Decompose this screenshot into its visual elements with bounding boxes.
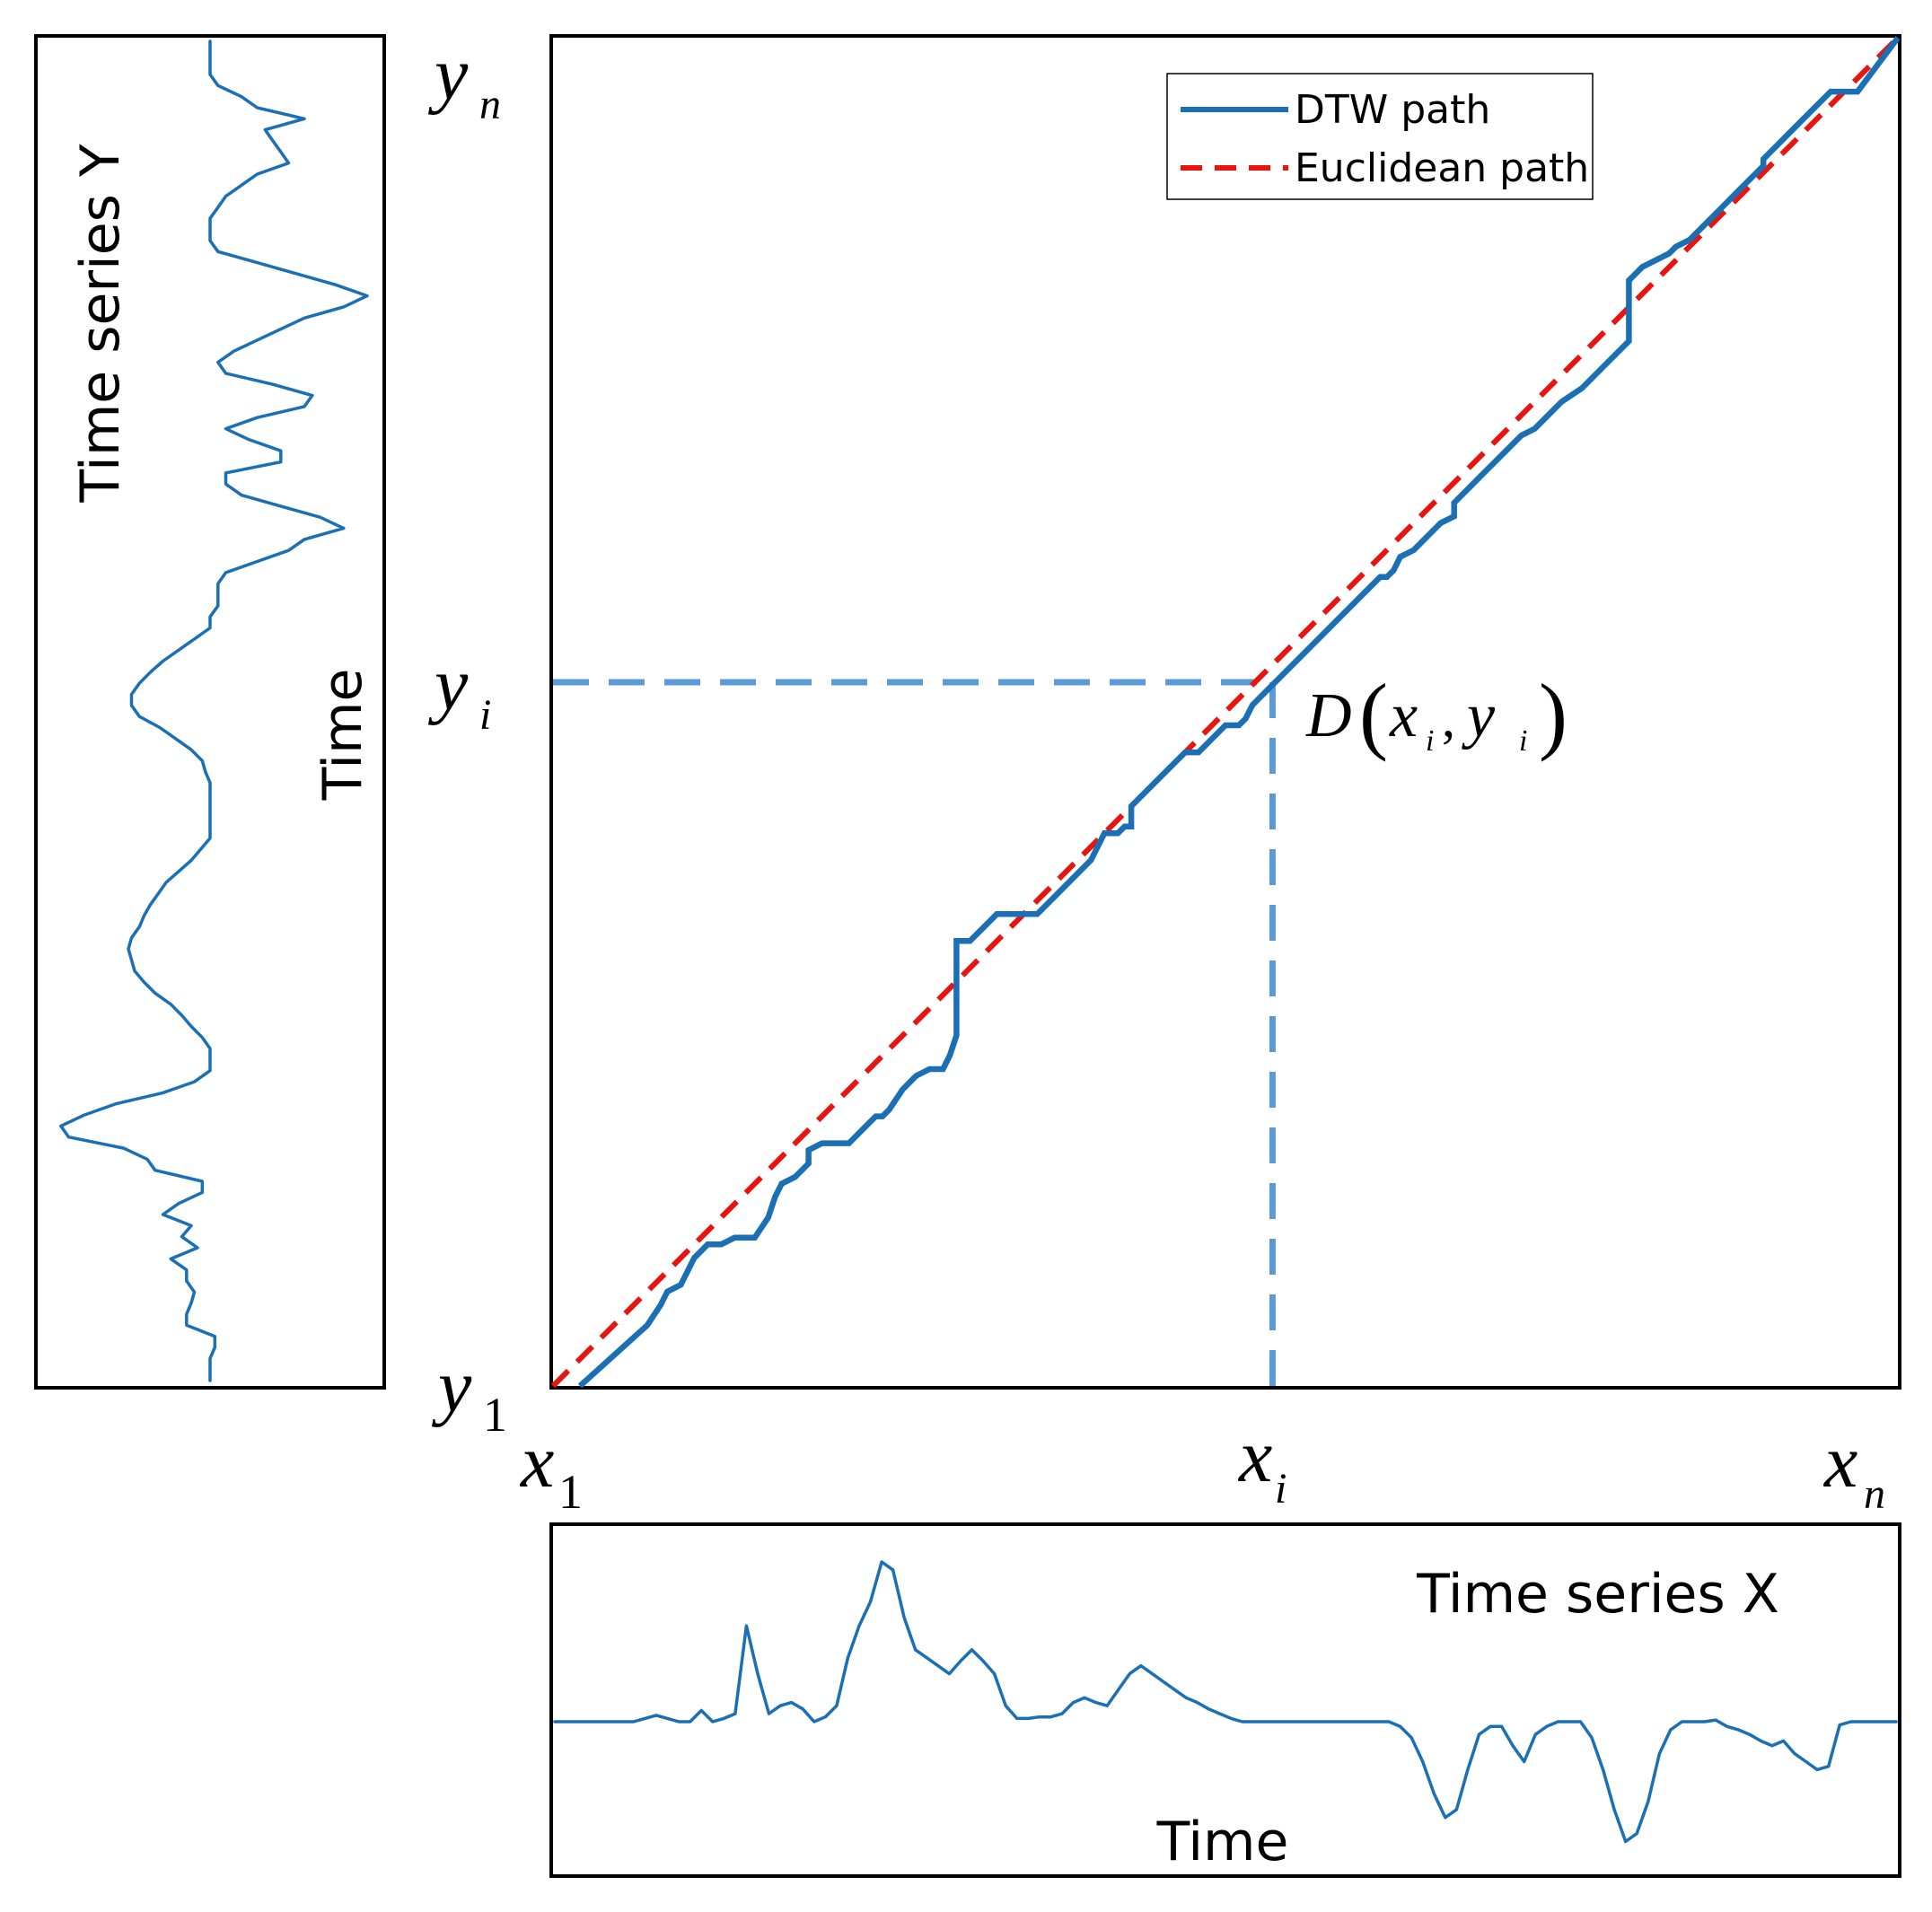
y-start-symbol: y xyxy=(431,1345,472,1428)
legend: DTW path Euclidean path xyxy=(1166,73,1594,200)
y-end-subscript: n xyxy=(479,81,501,128)
euclidean-path-line xyxy=(550,35,1901,1389)
x-end-symbol: x xyxy=(1822,1420,1857,1504)
cell-label-x-sub: i xyxy=(1426,724,1434,758)
cell-label-x: x xyxy=(1389,681,1418,750)
cell-label-y: y xyxy=(1462,681,1496,750)
y-mid-subscript: i xyxy=(479,691,491,739)
series-x-frame xyxy=(549,1522,1901,1878)
series-y-title: Time series Y xyxy=(69,144,132,504)
series-x-axis-label: Time xyxy=(1156,1811,1289,1873)
x-mid-subscript: i xyxy=(1275,1465,1287,1513)
x-end-subscript: n xyxy=(1864,1470,1885,1518)
legend-box xyxy=(1166,73,1594,200)
cell-label-open-paren: ( xyxy=(1359,666,1388,762)
cell-label-d: D xyxy=(1305,681,1352,750)
y-start-subscript: 1 xyxy=(483,1388,507,1442)
matrix-panel: DTW path Euclidean path D ( x i , y i ) … xyxy=(427,32,1901,1519)
series-y-line xyxy=(59,39,369,1382)
y-end-symbol: y xyxy=(427,32,469,116)
series-x-title: Time series X xyxy=(1416,1563,1779,1626)
x-mid-symbol: x xyxy=(1237,1415,1272,1498)
y-axis-symbols: y n y i y 1 xyxy=(427,32,507,1442)
cell-label-y-sub: i xyxy=(1519,724,1527,758)
cell-label: D ( x i , y i ) xyxy=(1305,666,1568,762)
x-axis-symbols: x 1 x i x n xyxy=(519,1415,1885,1519)
x-start-subscript: 1 xyxy=(558,1465,583,1519)
series-x-panel: Time series X Time xyxy=(549,1522,1901,1878)
y-mid-symbol: y xyxy=(427,643,469,726)
legend-euclidean-label: Euclidean path xyxy=(1295,145,1589,191)
x-start-symbol: x xyxy=(519,1420,554,1504)
series-y-panel: Time series Y Time xyxy=(34,34,386,1390)
legend-dtw-label: DTW path xyxy=(1295,87,1490,133)
cell-label-close-paren: ) xyxy=(1539,666,1568,762)
dtw-path-line xyxy=(577,36,1901,1389)
series-y-frame xyxy=(34,34,386,1390)
series-y-axis-label: Time xyxy=(312,669,374,802)
series-x-line xyxy=(553,1560,1898,1844)
cell-label-comma: , xyxy=(1442,688,1455,748)
